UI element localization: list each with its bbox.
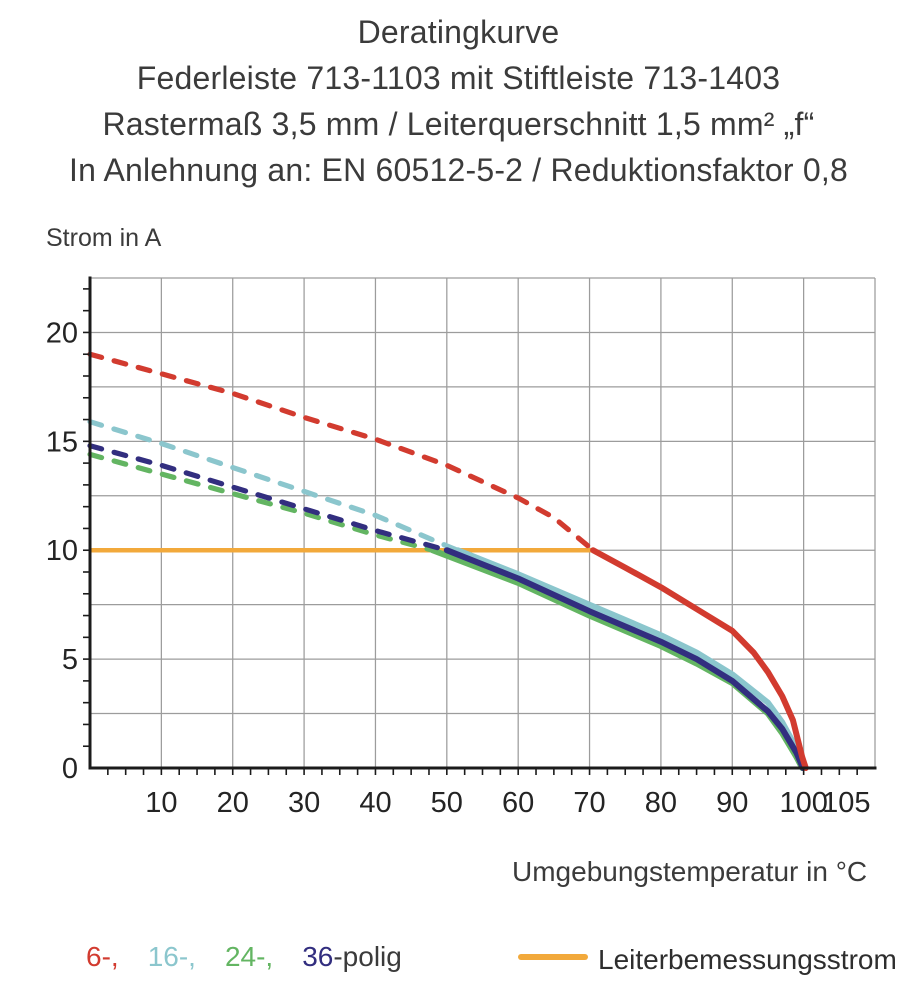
chart-title-block: Deratingkurve Federleiste 713-1103 mit S… [0, 9, 917, 193]
curve-6-polig-solid [590, 547, 809, 771]
x-tick-label-40: 40 [359, 787, 391, 819]
y-tick-label-10: 10 [46, 535, 78, 567]
reference-line-label: Leiterbemessungsstrom [598, 944, 897, 975]
chart-title: Deratingkurve [357, 14, 560, 50]
legend-item-36-polig: 36-polig [302, 941, 402, 973]
curve-36-polig-dashed [87, 443, 450, 553]
legend-suffix: -polig [333, 941, 402, 972]
curve-6-polig-dashed [87, 351, 596, 553]
x-tick-label-80: 80 [645, 787, 677, 819]
x-tick-label-90: 90 [716, 787, 748, 819]
x-tick-label-60: 60 [502, 787, 534, 819]
curve-24-polig-dashed [87, 451, 436, 553]
y-axis-title: Strom in A [46, 224, 162, 252]
y-tick-label-5: 5 [62, 644, 78, 676]
y-tick-label-15: 15 [46, 426, 78, 458]
y-tick-label-0: 0 [62, 753, 78, 785]
chart-subtitle-3: In Anlehnung an: EN 60512-5-2 / Reduktio… [69, 152, 848, 188]
x-axis-title: Umgebungstemperatur in °C [512, 856, 868, 887]
x-tick-label-100: 100 [779, 787, 827, 819]
series-legend: 6-, 16-, 24-, 36-polig [86, 941, 402, 973]
x-tick-label-20: 20 [217, 787, 249, 819]
x-tick-label-70: 70 [573, 787, 605, 819]
y-tick-label-20: 20 [46, 317, 78, 349]
curves [87, 351, 809, 771]
curve-36-polig-solid [443, 547, 806, 771]
x-tick-label-10: 10 [145, 787, 177, 819]
legend-item-label: 16-, [147, 941, 196, 972]
x-tick-label-50: 50 [431, 787, 463, 819]
axes [83, 276, 877, 775]
gridlines [90, 277, 876, 768]
x-tick-label-30: 30 [288, 787, 320, 819]
legend-item-label: 24-, [224, 941, 274, 972]
curve-16-polig-dashed [87, 419, 461, 553]
legend-item-label: 36 [302, 941, 334, 972]
reference-line-swatch [518, 954, 588, 960]
legend-item-24-polig: 24-, [225, 941, 273, 973]
legend-item-16-polig: 16-, [148, 941, 196, 973]
chart-subtitle-1: Federleiste 713-1103 mit Stiftleiste 713… [136, 60, 781, 96]
x-tick-label-105: 105 [822, 787, 870, 819]
chart-subtitle-2: Rastermaß 3,5 mm / Leiterquerschnitt 1,5… [102, 106, 815, 142]
legend-item-6-polig: 6-, [86, 941, 119, 973]
legend-item-label: 6-, [86, 941, 119, 972]
